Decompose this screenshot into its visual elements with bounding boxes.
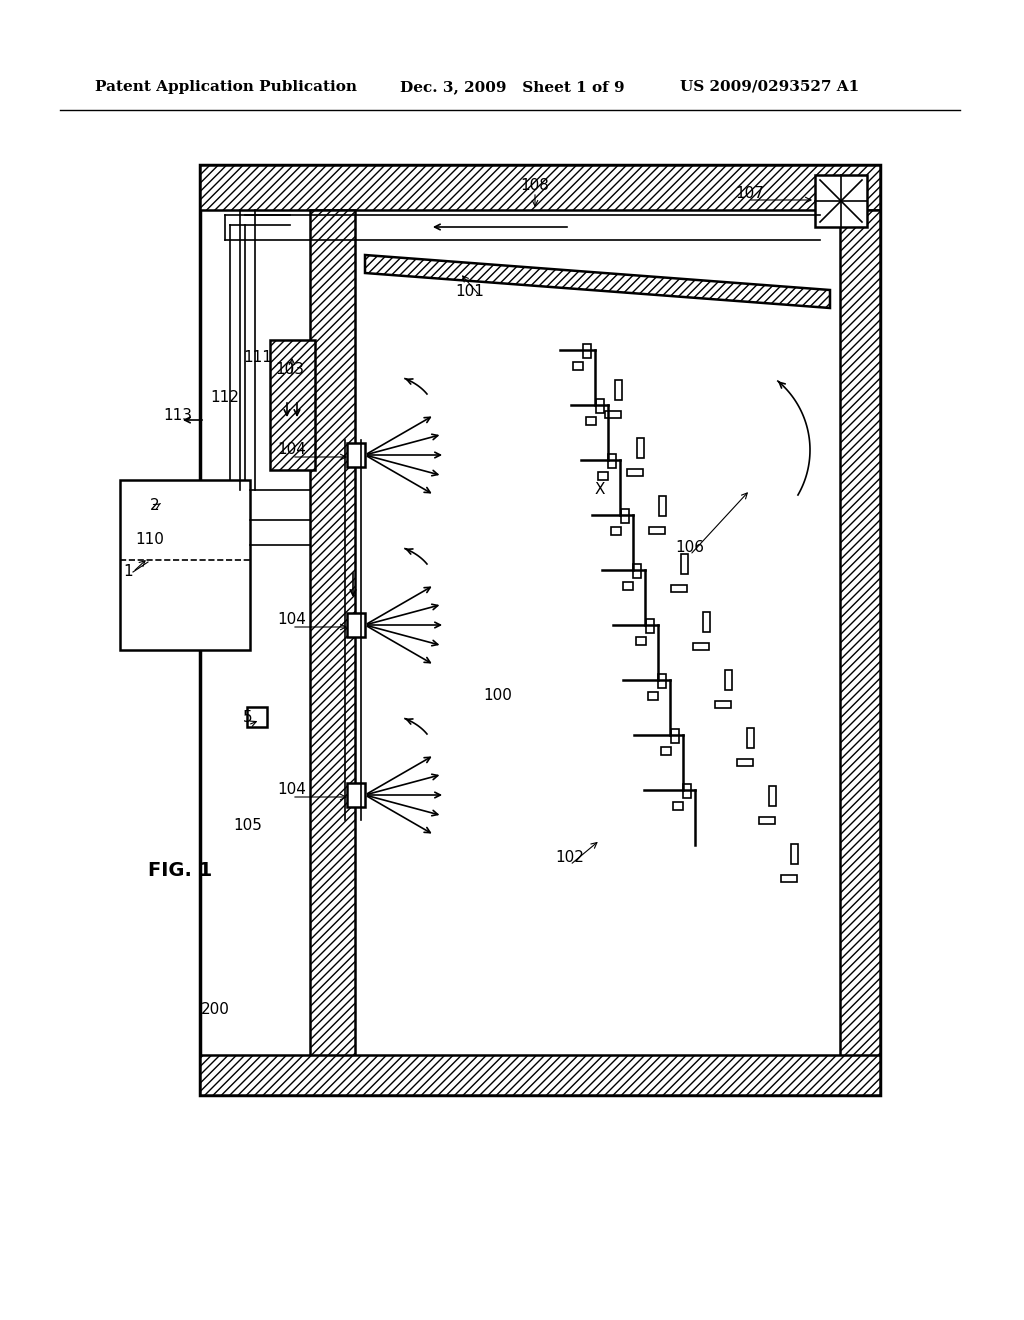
- Bar: [623, 582, 633, 590]
- Text: 102: 102: [556, 850, 585, 866]
- Bar: [737, 759, 753, 766]
- Text: 104: 104: [278, 612, 306, 627]
- Text: 200: 200: [201, 1002, 229, 1018]
- Bar: [703, 612, 710, 632]
- Bar: [586, 417, 596, 425]
- Bar: [840, 210, 880, 1096]
- Bar: [596, 399, 603, 413]
- Bar: [247, 708, 267, 727]
- Bar: [671, 729, 679, 743]
- Bar: [681, 554, 688, 574]
- Bar: [715, 701, 731, 708]
- Text: X: X: [595, 483, 605, 498]
- Bar: [347, 444, 365, 467]
- Bar: [781, 875, 797, 882]
- Bar: [347, 783, 365, 807]
- Bar: [693, 643, 709, 649]
- Text: 105: 105: [233, 817, 262, 833]
- Text: 110: 110: [135, 532, 165, 548]
- Bar: [645, 619, 653, 634]
- Bar: [769, 785, 776, 807]
- Bar: [759, 817, 775, 824]
- Bar: [791, 843, 798, 865]
- Bar: [598, 473, 608, 480]
- Text: 104: 104: [278, 783, 306, 797]
- Polygon shape: [365, 255, 830, 308]
- Text: 101: 101: [456, 285, 484, 300]
- Bar: [610, 527, 621, 535]
- Text: 111: 111: [244, 351, 272, 366]
- Text: 104: 104: [278, 442, 306, 458]
- Bar: [200, 165, 880, 210]
- Text: FIG. 1: FIG. 1: [148, 861, 212, 879]
- Bar: [683, 784, 691, 799]
- Text: 113: 113: [164, 408, 193, 422]
- Text: 112: 112: [211, 391, 240, 405]
- Text: 107: 107: [735, 186, 765, 201]
- Text: 2: 2: [151, 498, 160, 512]
- Bar: [633, 564, 641, 578]
- Text: US 2009/0293527 A1: US 2009/0293527 A1: [680, 81, 859, 94]
- Bar: [621, 510, 629, 523]
- Bar: [815, 176, 867, 227]
- Bar: [615, 380, 622, 400]
- Bar: [648, 692, 658, 700]
- Text: 106: 106: [676, 540, 705, 556]
- Text: Dec. 3, 2009   Sheet 1 of 9: Dec. 3, 2009 Sheet 1 of 9: [400, 81, 625, 94]
- Bar: [347, 612, 365, 638]
- Bar: [649, 527, 665, 535]
- Bar: [746, 729, 754, 748]
- Bar: [310, 210, 355, 1096]
- Text: 103: 103: [275, 363, 304, 378]
- Bar: [725, 671, 732, 690]
- Bar: [673, 803, 683, 810]
- Text: 5: 5: [243, 710, 253, 726]
- Bar: [636, 638, 645, 645]
- Text: 108: 108: [520, 177, 550, 193]
- Bar: [660, 747, 671, 755]
- Bar: [605, 411, 621, 418]
- Bar: [200, 1055, 880, 1096]
- Bar: [573, 362, 583, 370]
- Bar: [671, 585, 687, 591]
- Bar: [608, 454, 616, 469]
- Bar: [637, 438, 644, 458]
- Bar: [659, 496, 666, 516]
- Bar: [583, 345, 591, 358]
- Bar: [200, 165, 880, 1096]
- Bar: [627, 469, 643, 477]
- Text: 1: 1: [123, 565, 133, 579]
- Bar: [270, 341, 315, 470]
- Bar: [270, 341, 315, 470]
- Bar: [658, 675, 666, 688]
- Text: Patent Application Publication: Patent Application Publication: [95, 81, 357, 94]
- Text: 100: 100: [483, 688, 512, 702]
- Bar: [120, 480, 250, 649]
